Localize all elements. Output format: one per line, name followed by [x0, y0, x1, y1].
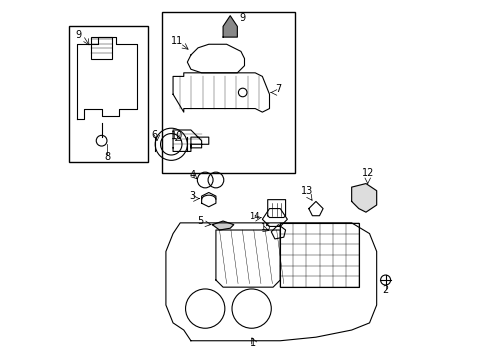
Text: 15: 15 [260, 223, 270, 232]
Text: 13: 13 [300, 186, 312, 196]
Text: 7: 7 [274, 85, 281, 94]
Text: 8: 8 [103, 152, 110, 162]
Bar [280, 223, 358, 287]
FancyBboxPatch shape [162, 12, 294, 173]
Text: 9: 9 [239, 13, 245, 23]
Text: 1: 1 [250, 338, 256, 348]
Text: 9: 9 [75, 30, 81, 40]
Text: 5: 5 [196, 216, 203, 226]
Polygon shape [223, 16, 237, 37]
Text: 12: 12 [361, 168, 373, 179]
Text: 10: 10 [171, 131, 183, 140]
Text: 11: 11 [171, 36, 183, 46]
Text: 2: 2 [382, 284, 388, 294]
Text: 14: 14 [249, 212, 259, 221]
Text: 3: 3 [189, 190, 195, 201]
FancyBboxPatch shape [69, 26, 148, 162]
Text: 6: 6 [151, 130, 157, 140]
Text: 4: 4 [189, 170, 195, 180]
Polygon shape [351, 184, 376, 212]
Polygon shape [212, 221, 233, 230]
